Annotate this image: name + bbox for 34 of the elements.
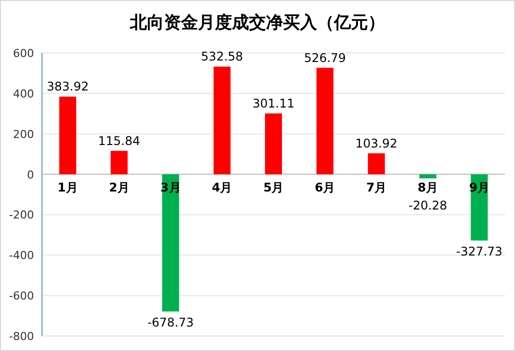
x-tick-label: 4月 [212,180,232,194]
y-tick-label: -200 [9,208,34,222]
data-label: 103.92 [355,136,398,150]
bar [265,113,282,174]
data-label: -20.28 [408,198,448,212]
data-label: -327.73 [456,244,502,259]
y-tick-label: 400 [13,87,34,100]
y-tick-label: -400 [9,249,34,262]
y-tick-label: 200 [13,128,34,141]
bar [368,153,385,174]
y-tick-label: -800 [9,330,34,343]
x-tick-label: 6月 [314,180,336,194]
bar [419,174,436,178]
y-tick-label: 0 [27,168,34,182]
bar [316,68,334,174]
x-tick-label: 5月 [263,180,284,194]
data-label: 383.92 [46,80,89,94]
bar [470,174,488,241]
data-label: 115.84 [98,134,140,148]
bar [59,96,76,174]
data-label: 532.58 [201,50,244,64]
x-tick-label: 8月 [418,180,438,194]
x-tick-label: 1月 [58,180,78,194]
y-tick-label: 600 [13,47,34,60]
x-tick-label: 2月 [108,180,130,194]
data-label: 301.11 [252,96,294,110]
y-tick-label: -600 [9,290,34,303]
chart-title: 北向资金月度成交净买入（亿元） [129,13,385,33]
bar [162,174,180,312]
x-tick-label: 7月 [366,180,387,194]
data-label: 526.79 [304,50,346,65]
data-label: -678.73 [147,315,194,330]
bar [110,150,128,174]
bar [214,66,231,174]
